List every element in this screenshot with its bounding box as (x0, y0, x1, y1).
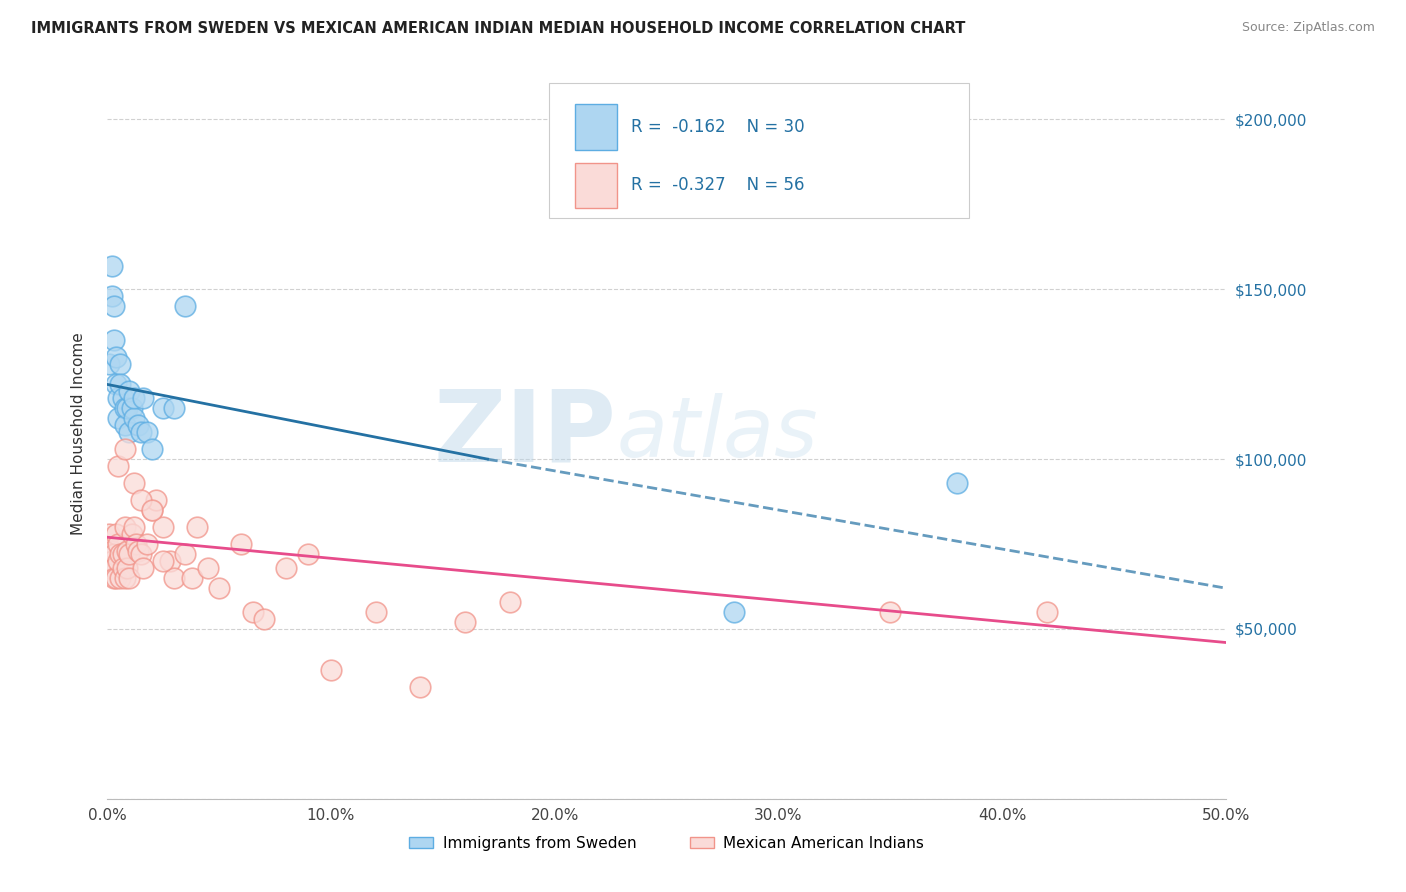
Point (122, 391, 145, 405)
Point (152, 520, 174, 534)
Point (114, 520, 136, 534)
Text: atlas: atlas (616, 393, 818, 475)
Point (115, 561, 138, 575)
Point (231, 537, 253, 551)
FancyBboxPatch shape (548, 83, 969, 219)
Point (105, 377, 128, 392)
Point (110, 377, 132, 392)
Point (136, 425, 159, 439)
Point (181, 571, 204, 585)
Point (103, 561, 125, 575)
Point (114, 418, 136, 433)
Text: IMMIGRANTS FROM SWEDEN VS MEXICAN AMERICAN INDIAN MEDIAN HOUSEHOLD INCOME CORREL: IMMIGRANTS FROM SWEDEN VS MEXICAN AMERIC… (31, 21, 966, 37)
Point (132, 391, 155, 405)
Point (174, 547, 197, 561)
Point (364, 605, 387, 619)
Point (110, 357, 132, 371)
Point (110, 547, 132, 561)
FancyBboxPatch shape (575, 104, 617, 150)
Point (111, 547, 134, 561)
Point (159, 554, 181, 568)
Point (723, 605, 745, 619)
Point (141, 442, 163, 456)
Point (946, 475, 969, 490)
Point (105, 526, 128, 541)
Point (499, 595, 522, 609)
Point (274, 561, 297, 575)
Point (152, 401, 174, 416)
Point (118, 425, 141, 439)
Point (127, 418, 149, 433)
Point (115, 401, 138, 416)
Y-axis label: Median Household Income: Median Household Income (72, 332, 86, 535)
Text: Source: ZipAtlas.com: Source: ZipAtlas.com (1241, 21, 1375, 35)
Point (118, 384, 141, 399)
Point (107, 391, 129, 405)
Point (174, 299, 197, 313)
Point (319, 663, 342, 677)
Point (141, 503, 163, 517)
Point (152, 554, 174, 568)
Point (129, 425, 152, 439)
Point (186, 520, 208, 534)
Point (122, 475, 145, 490)
Point (114, 442, 136, 456)
Point (163, 571, 186, 585)
Point (242, 605, 264, 619)
Point (107, 458, 129, 473)
Point (145, 492, 167, 507)
Point (297, 547, 319, 561)
Point (208, 581, 231, 595)
Point (253, 612, 276, 626)
Point (100, 544, 122, 558)
Point (125, 537, 148, 551)
Text: R =  -0.162    N = 30: R = -0.162 N = 30 (631, 118, 804, 136)
Point (879, 605, 901, 619)
Point (122, 411, 145, 425)
Point (129, 492, 152, 507)
Point (105, 571, 128, 585)
Point (105, 350, 128, 364)
Point (103, 333, 125, 347)
Point (136, 537, 159, 551)
Point (107, 411, 129, 425)
Point (107, 554, 129, 568)
FancyBboxPatch shape (575, 162, 617, 208)
Legend: Immigrants from Sweden, Mexican American Indians: Immigrants from Sweden, Mexican American… (402, 830, 931, 857)
Point (107, 537, 129, 551)
Point (110, 571, 132, 585)
Point (118, 571, 141, 585)
Point (103, 571, 125, 585)
Point (132, 561, 155, 575)
Point (1036, 605, 1059, 619)
Text: ZIP: ZIP (433, 385, 616, 483)
Point (100, 289, 122, 303)
Point (197, 561, 219, 575)
Point (118, 547, 141, 561)
Point (163, 401, 186, 416)
Point (141, 503, 163, 517)
Point (100, 554, 122, 568)
Point (115, 544, 138, 558)
Point (111, 561, 134, 575)
Point (129, 547, 152, 561)
Point (98, 526, 121, 541)
Point (127, 544, 149, 558)
Point (121, 526, 143, 541)
Point (409, 680, 432, 694)
Point (100, 259, 122, 273)
Point (114, 571, 136, 585)
Point (122, 520, 145, 534)
Point (98, 357, 121, 371)
Text: R =  -0.327    N = 56: R = -0.327 N = 56 (631, 177, 804, 194)
Point (114, 401, 136, 416)
Point (103, 547, 125, 561)
Point (98, 561, 121, 575)
Point (454, 615, 477, 629)
Point (121, 401, 143, 416)
Point (103, 299, 125, 313)
Point (111, 391, 134, 405)
